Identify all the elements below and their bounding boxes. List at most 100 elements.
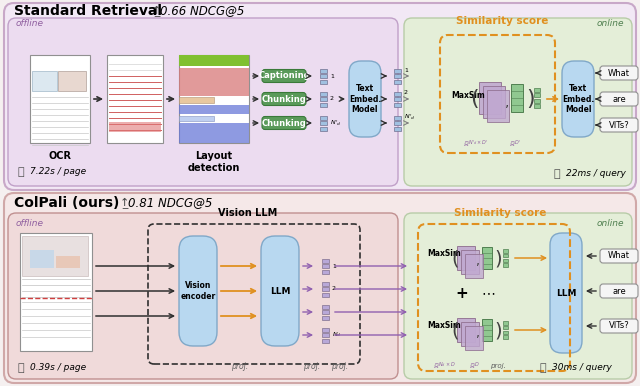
- Bar: [502, 249, 508, 253]
- Text: Layout
detection: Layout detection: [188, 151, 240, 173]
- Bar: [502, 254, 508, 257]
- Text: ⏳: ⏳: [18, 363, 24, 373]
- Text: ↑̲: ↑̲: [152, 5, 161, 17]
- Text: online: online: [596, 20, 624, 29]
- Bar: [461, 322, 479, 346]
- FancyBboxPatch shape: [179, 236, 217, 346]
- Text: 2: 2: [404, 90, 408, 95]
- Bar: [394, 80, 401, 83]
- Bar: [179, 55, 249, 143]
- Text: ⏳: ⏳: [554, 169, 561, 179]
- Text: ↑̲: ↑̲: [120, 198, 129, 208]
- Bar: [321, 264, 328, 268]
- Text: proj.: proj.: [490, 363, 506, 369]
- Text: $\mathbb{R}^{D'}$: $\mathbb{R}^{D'}$: [509, 139, 521, 149]
- Text: Vision LLM: Vision LLM: [218, 208, 278, 218]
- FancyBboxPatch shape: [600, 92, 638, 106]
- Bar: [394, 74, 401, 78]
- Bar: [487, 90, 509, 122]
- Text: online: online: [596, 218, 624, 227]
- Bar: [465, 254, 483, 278]
- Bar: [319, 74, 326, 78]
- FancyBboxPatch shape: [404, 213, 632, 379]
- Text: What: What: [608, 68, 630, 78]
- Bar: [58, 71, 86, 91]
- Text: 2: 2: [332, 286, 336, 291]
- Bar: [502, 321, 508, 325]
- Bar: [319, 127, 326, 130]
- Text: +: +: [456, 286, 468, 300]
- Text: 1: 1: [330, 73, 334, 78]
- Bar: [534, 99, 540, 103]
- FancyBboxPatch shape: [550, 233, 582, 353]
- Text: ⏳: ⏳: [18, 167, 24, 177]
- Text: Vision
encoder: Vision encoder: [180, 281, 216, 301]
- Text: 7.22s / page: 7.22s / page: [30, 168, 86, 176]
- Text: proj.: proj.: [332, 362, 349, 371]
- Text: ,: ,: [476, 254, 480, 267]
- Text: ,: ,: [505, 95, 509, 109]
- Bar: [465, 326, 483, 350]
- Bar: [479, 82, 501, 114]
- Text: ): ): [526, 89, 534, 109]
- Bar: [32, 71, 57, 91]
- Text: 0.81 NDCG@5: 0.81 NDCG@5: [128, 196, 212, 210]
- FancyBboxPatch shape: [4, 3, 636, 190]
- FancyBboxPatch shape: [8, 18, 398, 186]
- FancyBboxPatch shape: [4, 193, 636, 383]
- Text: (: (: [470, 89, 479, 109]
- Bar: [394, 68, 401, 73]
- Text: are: are: [612, 95, 626, 103]
- Bar: [502, 330, 508, 334]
- FancyBboxPatch shape: [600, 319, 638, 333]
- Text: LLM: LLM: [556, 288, 576, 298]
- Bar: [321, 315, 328, 320]
- Bar: [56, 256, 80, 268]
- Bar: [457, 318, 475, 342]
- Bar: [321, 293, 328, 296]
- Bar: [30, 55, 90, 143]
- Text: VITs?: VITs?: [609, 322, 629, 330]
- Bar: [394, 127, 401, 130]
- Text: offline: offline: [16, 20, 44, 29]
- Text: Captioning: Captioning: [258, 71, 310, 81]
- Text: 30ms / query: 30ms / query: [552, 364, 612, 372]
- Bar: [107, 55, 163, 143]
- Bar: [502, 263, 508, 267]
- Bar: [534, 88, 540, 92]
- Bar: [321, 287, 328, 291]
- Text: 1: 1: [404, 68, 408, 73]
- Bar: [109, 122, 161, 132]
- FancyBboxPatch shape: [262, 93, 306, 105]
- Text: proj.: proj.: [303, 362, 321, 371]
- Bar: [482, 319, 492, 341]
- Bar: [482, 247, 492, 269]
- Text: Similarity score: Similarity score: [456, 16, 548, 26]
- Bar: [321, 269, 328, 274]
- Text: MaxSim: MaxSim: [427, 322, 461, 330]
- Text: Text
Embed.
Model: Text Embed. Model: [349, 84, 381, 114]
- Text: $N'_d$: $N'_d$: [404, 112, 415, 122]
- Bar: [321, 259, 328, 262]
- Bar: [179, 68, 249, 96]
- Bar: [321, 339, 328, 342]
- Text: ColPali (ours): ColPali (ours): [14, 196, 120, 210]
- Text: offline: offline: [16, 218, 44, 227]
- FancyBboxPatch shape: [404, 18, 632, 186]
- Bar: [534, 93, 540, 97]
- Bar: [179, 116, 214, 121]
- Bar: [394, 115, 401, 120]
- Bar: [511, 84, 523, 112]
- Text: Text
Embed.
Model: Text Embed. Model: [562, 84, 594, 114]
- Text: ⋯: ⋯: [481, 286, 495, 300]
- Bar: [461, 250, 479, 274]
- Text: $\mathbb{R}^{N_d \times D}$: $\mathbb{R}^{N_d \times D}$: [433, 361, 456, 372]
- Text: proj.: proj.: [232, 362, 248, 371]
- Bar: [20, 233, 92, 351]
- Text: (: (: [451, 322, 458, 340]
- Bar: [502, 259, 508, 262]
- Text: 2: 2: [330, 96, 334, 102]
- Bar: [394, 97, 401, 101]
- FancyBboxPatch shape: [600, 66, 638, 80]
- Bar: [502, 326, 508, 329]
